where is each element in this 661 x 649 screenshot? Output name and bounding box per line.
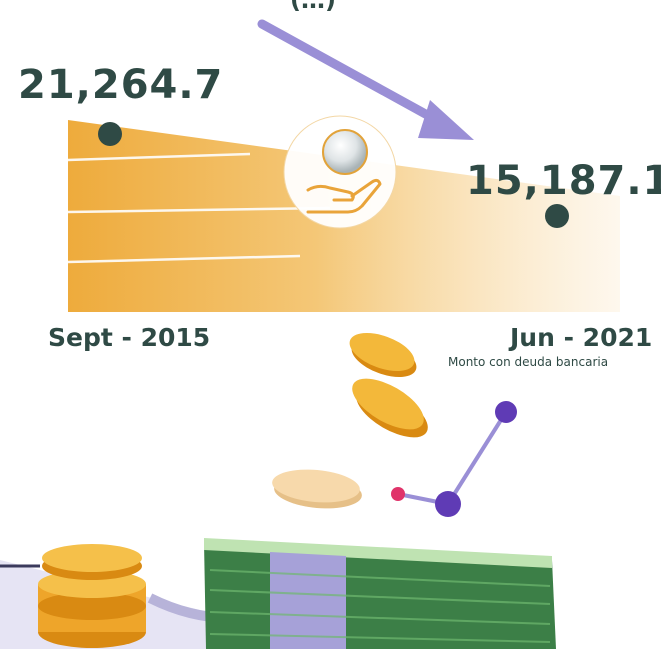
end-value-label: 15,187.1 <box>466 158 661 204</box>
line-graph-illustration <box>391 401 517 517</box>
start-value-label: 21,264.7 <box>18 62 224 108</box>
chart-caption: Monto con deuda bancaria <box>448 355 609 369</box>
trend-down-arrow <box>257 19 474 140</box>
start-point-marker <box>98 122 122 146</box>
coin-hand-icon <box>283 115 397 229</box>
top-label-fragment: (…) <box>290 0 336 14</box>
end-point-marker <box>545 204 569 228</box>
start-date-label: Sept - 2015 <box>48 323 211 352</box>
end-date-label: Jun - 2021 <box>510 323 653 352</box>
banknotes-illustration <box>204 538 556 649</box>
coins-illustration <box>272 332 428 509</box>
area-stripes <box>67 152 331 264</box>
